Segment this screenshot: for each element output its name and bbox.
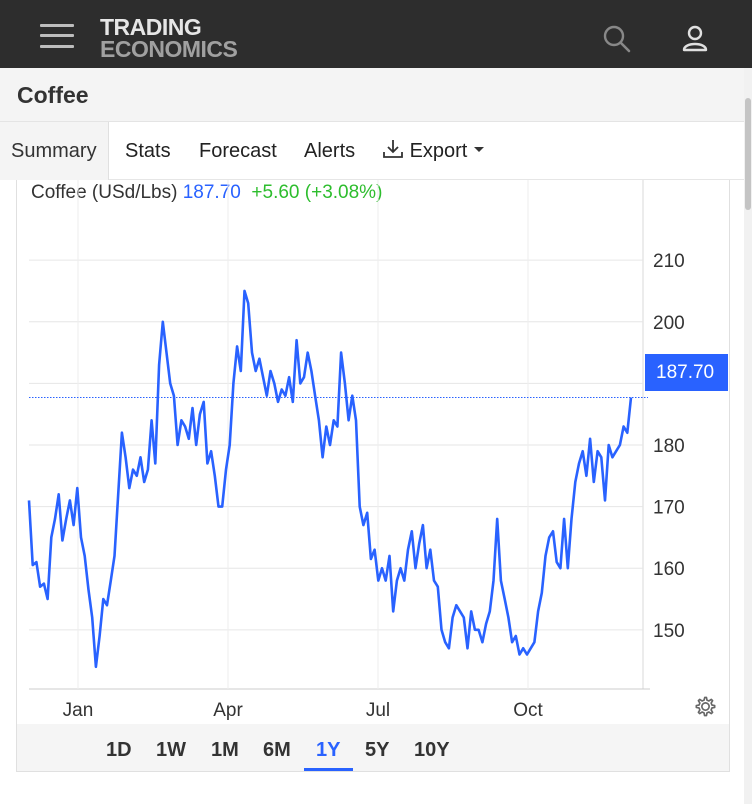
active-range-underline — [304, 768, 353, 771]
trading-economics-logo[interactable]: TRADING ECONOMICS — [100, 14, 238, 62]
page-title: Coffee — [17, 82, 89, 108]
page-title-bar: Coffee — [0, 68, 744, 122]
menu-icon[interactable] — [40, 24, 74, 48]
instrument-name: Coffee (USd/Lbs) — [31, 182, 178, 203]
range-1m-button[interactable]: 1M — [211, 739, 239, 761]
range-6m-button[interactable]: 6M — [263, 739, 291, 761]
y-tick-label: 180 — [653, 436, 685, 457]
download-icon — [383, 140, 403, 158]
range-5y-button[interactable]: 5Y — [365, 739, 390, 761]
x-tick-label: Jan — [63, 700, 94, 721]
settings-gear-icon[interactable] — [693, 694, 718, 719]
caret-down-icon — [473, 147, 484, 152]
range-1w-button[interactable]: 1W — [156, 739, 186, 761]
logo-line2: ECONOMICS — [100, 35, 238, 62]
search-icon[interactable] — [602, 24, 632, 54]
x-tick-label: Jul — [366, 700, 390, 721]
tab-alerts[interactable]: Alerts — [304, 140, 356, 162]
range-1d-button[interactable]: 1D — [106, 739, 132, 761]
current-price: 187.70 — [182, 182, 241, 203]
last-price-badge: 187.70 — [645, 354, 728, 391]
time-range-bar — [17, 724, 729, 771]
range-1y-button[interactable]: 1Y — [316, 739, 341, 761]
range-10y-button[interactable]: 10Y — [414, 739, 450, 761]
tab-summary[interactable]: Summary — [0, 122, 109, 180]
x-tick-label: Apr — [213, 700, 243, 721]
tab-export-label: Export — [409, 140, 468, 162]
tab-bar: Summary Stats Forecast Alerts Export — [0, 122, 744, 180]
page-scrollbar-thumb[interactable] — [745, 98, 751, 210]
tab-stats[interactable]: Stats — [125, 140, 171, 162]
tab-forecast[interactable]: Forecast — [199, 140, 277, 162]
user-icon[interactable] — [680, 24, 710, 54]
top-navigation-bar: TRADING ECONOMICS — [0, 0, 752, 68]
y-tick-label: 170 — [653, 498, 685, 519]
chart-card — [16, 180, 730, 772]
y-tick-label: 210 — [653, 251, 685, 272]
y-tick-label: 160 — [653, 559, 685, 580]
logo-line1: TRADING — [100, 14, 202, 40]
y-tick-label: 200 — [653, 313, 685, 334]
coffee-price-series-line — [27, 289, 633, 669]
price-change: +5.60 (+3.08%) — [251, 182, 383, 203]
y-tick-label: 150 — [653, 621, 685, 642]
x-tick-label: Oct — [513, 700, 543, 721]
tab-export[interactable]: Export — [382, 122, 485, 180]
chart-header: Coffee (USd/Lbs) 187.70 +5.60 (+3.08%) — [31, 182, 382, 204]
page-scrollbar[interactable] — [744, 68, 752, 804]
